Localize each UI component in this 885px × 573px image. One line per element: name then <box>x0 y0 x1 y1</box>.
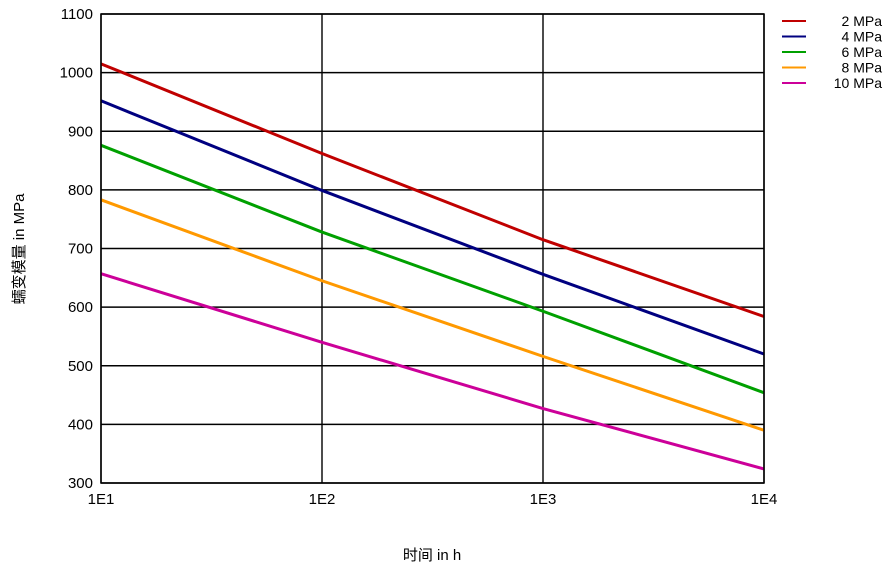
y-tick-label: 400 <box>68 416 93 433</box>
series-lines <box>100 62 765 471</box>
series-line-2-mpa <box>100 62 765 318</box>
y-tick-label: 500 <box>68 358 93 375</box>
x-axis-label: 时间 in h <box>403 547 461 564</box>
x-tick-label: 1E2 <box>309 491 336 508</box>
series-line-10-mpa <box>100 272 765 471</box>
y-tick-label: 300 <box>68 475 93 492</box>
series-line-8-mpa <box>100 198 765 432</box>
legend-label: 6 MPa <box>842 44 883 60</box>
legend-label: 4 MPa <box>842 29 883 45</box>
legend-label: 8 MPa <box>842 60 883 76</box>
y-tick-label: 700 <box>68 241 93 258</box>
y-tick-label: 900 <box>68 123 93 140</box>
y-tick-label: 1100 <box>61 6 93 23</box>
y-tick-label: 800 <box>68 182 93 199</box>
y-axis-label: 蠕变模量 in MPa <box>11 193 28 305</box>
x-tick-label: 1E4 <box>751 491 778 508</box>
y-tick-label: 1000 <box>60 65 93 82</box>
x-tick-label: 1E1 <box>88 491 115 508</box>
y-tick-label: 600 <box>68 299 93 316</box>
series-line-6-mpa <box>100 143 765 395</box>
x-tick-labels: 1E1 1E2 1E3 1E4 <box>88 491 778 508</box>
legend-label: 10 MPa <box>834 75 882 91</box>
y-tick-labels: 300 400 500 600 700 800 900 1000 1100 <box>60 6 93 492</box>
legend-label: 2 MPa <box>842 13 883 29</box>
series-line-4-mpa <box>100 99 765 356</box>
x-tick-label: 1E3 <box>530 491 557 508</box>
plot-frame <box>100 13 765 484</box>
